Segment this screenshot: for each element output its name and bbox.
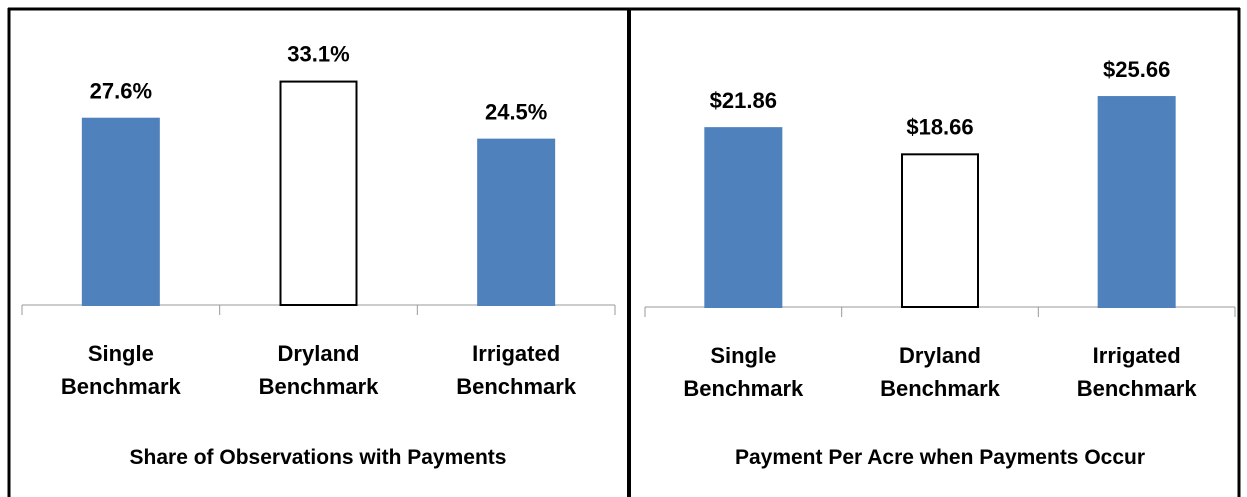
bar <box>704 127 783 308</box>
x-tick-label: Dryland Benchmark <box>258 341 379 399</box>
data-label: 33.1% <box>287 42 349 67</box>
x-tick-label: Irrigated Benchmark <box>456 341 577 399</box>
x-tick-label: Single Benchmark <box>60 341 181 399</box>
bar <box>477 138 556 306</box>
chart-title: Share of Observations with Payments <box>129 446 507 469</box>
data-label: $18.66 <box>906 114 973 139</box>
chart-title: Payment Per Acre when Payments Occur <box>734 446 1146 469</box>
x-tick-label: Irrigated Benchmark <box>1076 343 1197 401</box>
data-label: $25.66 <box>1103 57 1170 82</box>
bar <box>901 153 979 308</box>
data-label: $21.86 <box>710 88 777 113</box>
bar <box>279 80 358 306</box>
x-tick-label: Dryland Benchmark <box>880 343 1000 401</box>
data-label: 27.6% <box>90 79 152 104</box>
data-label: 24.5% <box>485 100 547 125</box>
x-tick-label: Single Benchmark <box>683 343 804 401</box>
bar <box>81 117 160 306</box>
bar <box>1097 96 1176 308</box>
